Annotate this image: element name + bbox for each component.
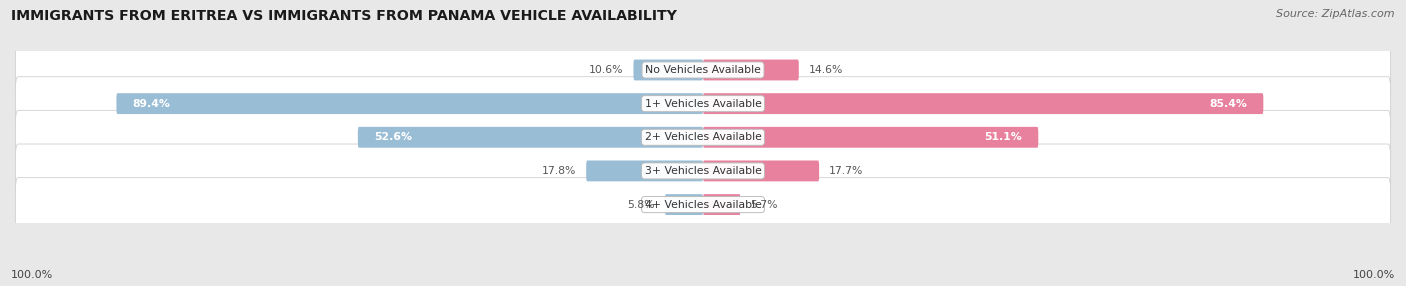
FancyBboxPatch shape	[703, 194, 741, 215]
Text: 14.6%: 14.6%	[808, 65, 844, 75]
Text: IMMIGRANTS FROM ERITREA VS IMMIGRANTS FROM PANAMA VEHICLE AVAILABILITY: IMMIGRANTS FROM ERITREA VS IMMIGRANTS FR…	[11, 9, 678, 23]
FancyBboxPatch shape	[15, 110, 1391, 164]
Text: 52.6%: 52.6%	[374, 132, 412, 142]
Text: 2+ Vehicles Available: 2+ Vehicles Available	[644, 132, 762, 142]
FancyBboxPatch shape	[15, 43, 1391, 97]
FancyBboxPatch shape	[15, 144, 1391, 198]
Text: 85.4%: 85.4%	[1209, 99, 1247, 109]
FancyBboxPatch shape	[15, 77, 1391, 130]
Text: No Vehicles Available: No Vehicles Available	[645, 65, 761, 75]
Text: 4+ Vehicles Available: 4+ Vehicles Available	[644, 200, 762, 210]
Text: 3+ Vehicles Available: 3+ Vehicles Available	[644, 166, 762, 176]
Text: Source: ZipAtlas.com: Source: ZipAtlas.com	[1277, 9, 1395, 19]
Text: 10.6%: 10.6%	[589, 65, 624, 75]
FancyBboxPatch shape	[703, 127, 1038, 148]
Text: 100.0%: 100.0%	[11, 270, 53, 280]
Text: 5.7%: 5.7%	[751, 200, 778, 210]
Text: 89.4%: 89.4%	[132, 99, 170, 109]
FancyBboxPatch shape	[634, 59, 703, 80]
FancyBboxPatch shape	[586, 160, 703, 181]
FancyBboxPatch shape	[359, 127, 703, 148]
Text: 1+ Vehicles Available: 1+ Vehicles Available	[644, 99, 762, 109]
Text: 51.1%: 51.1%	[984, 132, 1022, 142]
Legend: Immigrants from Eritrea, Immigrants from Panama: Immigrants from Eritrea, Immigrants from…	[515, 283, 891, 286]
FancyBboxPatch shape	[117, 93, 703, 114]
FancyBboxPatch shape	[665, 194, 703, 215]
FancyBboxPatch shape	[703, 160, 820, 181]
Text: 17.8%: 17.8%	[541, 166, 576, 176]
FancyBboxPatch shape	[15, 178, 1391, 231]
FancyBboxPatch shape	[703, 93, 1264, 114]
Text: 5.8%: 5.8%	[627, 200, 655, 210]
Text: 100.0%: 100.0%	[1353, 270, 1395, 280]
Text: 17.7%: 17.7%	[830, 166, 863, 176]
FancyBboxPatch shape	[703, 59, 799, 80]
